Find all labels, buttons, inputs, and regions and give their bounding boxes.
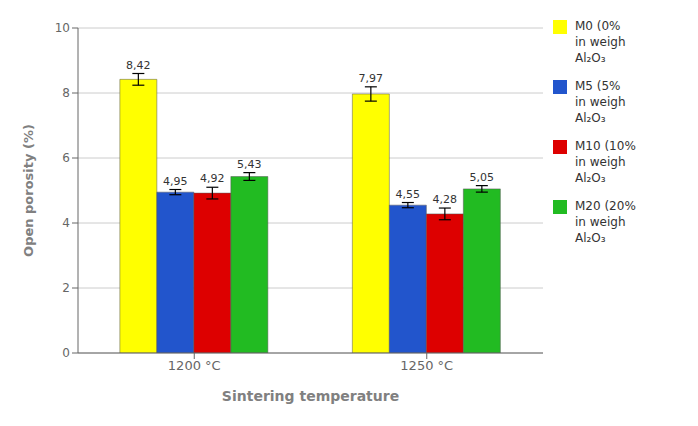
html-text:Al₂O₃: Al₂O₃ — [575, 111, 606, 125]
svg-text:5,43: 5,43 — [237, 158, 262, 171]
html-text:Al₂O₃: Al₂O₃ — [575, 231, 606, 245]
svg-text:2: 2 — [62, 281, 70, 295]
svg-text:7,97: 7,97 — [359, 72, 384, 85]
svg-text:8: 8 — [62, 86, 70, 100]
svg-text:4,92: 4,92 — [200, 172, 225, 185]
html-text:Al₂O₃: Al₂O₃ — [575, 171, 606, 185]
svg-text:6: 6 — [62, 151, 70, 165]
html-text:M10 (10%: M10 (10% — [575, 139, 636, 153]
html-text:in weigh: in weigh — [575, 35, 626, 49]
html-text:in weigh: in weigh — [575, 215, 626, 229]
svg-text:0: 0 — [62, 346, 70, 360]
html-text:M0 (0%: M0 (0% — [575, 19, 621, 33]
svg-text:1200 °C: 1200 °C — [168, 358, 221, 373]
svg-text:Open porosity (%): Open porosity (%) — [21, 124, 36, 257]
html-text:in weigh: in weigh — [575, 95, 626, 109]
svg-text:4,55: 4,55 — [396, 188, 421, 201]
svg-text:5,05: 5,05 — [470, 171, 495, 184]
html-text:M5 (5%: M5 (5% — [575, 79, 621, 93]
html-text:Al₂O₃: Al₂O₃ — [575, 51, 606, 65]
svg-text:Sintering temperature: Sintering temperature — [222, 388, 399, 404]
svg-text:4,28: 4,28 — [433, 193, 458, 206]
html-text:M20 (20%: M20 (20% — [575, 199, 636, 213]
svg-text:1250 °C: 1250 °C — [400, 358, 453, 373]
svg-text:4: 4 — [62, 216, 70, 230]
svg-text:10: 10 — [55, 21, 70, 35]
svg-text:4,95: 4,95 — [163, 175, 188, 188]
svg-text:8,42: 8,42 — [126, 59, 151, 72]
html-text:in weigh: in weigh — [575, 155, 626, 169]
